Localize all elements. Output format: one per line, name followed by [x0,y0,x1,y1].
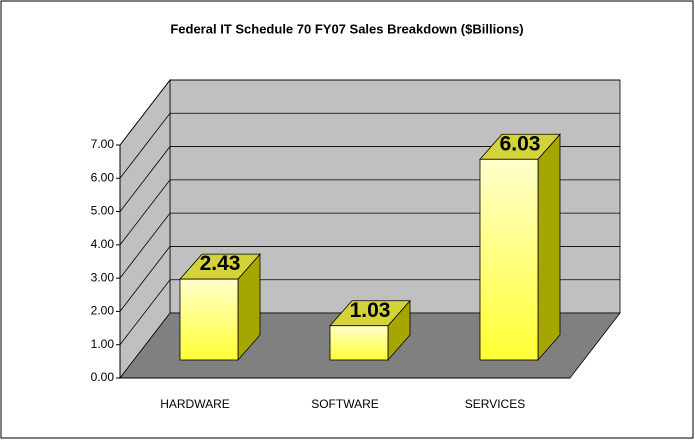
y-tick-label: 5.00 [91,204,115,218]
y-tick-label: 0.00 [91,370,115,384]
bar [179,278,239,361]
x-tick-label: HARDWARE [160,397,230,411]
y-tick-label: 6.00 [91,170,115,184]
x-tick-label: SOFTWARE [311,397,379,411]
data-label: 2.43 [200,252,241,275]
grid-line [119,212,620,279]
grid-line [119,179,620,246]
bar [329,325,389,361]
x-tick-label: SERVICES [465,397,525,411]
y-tick-label: 3.00 [91,270,115,284]
grid-line [119,146,620,212]
grid-line [119,279,620,345]
bar-side [537,133,561,362]
bar [479,158,539,361]
y-tick-label: 2.00 [91,304,115,318]
grid-line [119,79,620,146]
y-tick-label: 1.00 [91,337,115,351]
chart-title: Federal IT Schedule 70 FY07 Sales Breakd… [170,21,523,36]
y-tick-label: 4.00 [91,237,115,251]
data-label: 6.03 [500,132,541,155]
grid-line [119,246,620,312]
data-label: 1.03 [350,299,391,322]
y-tick-label: 7.00 [91,137,115,151]
grid-line [119,112,620,179]
